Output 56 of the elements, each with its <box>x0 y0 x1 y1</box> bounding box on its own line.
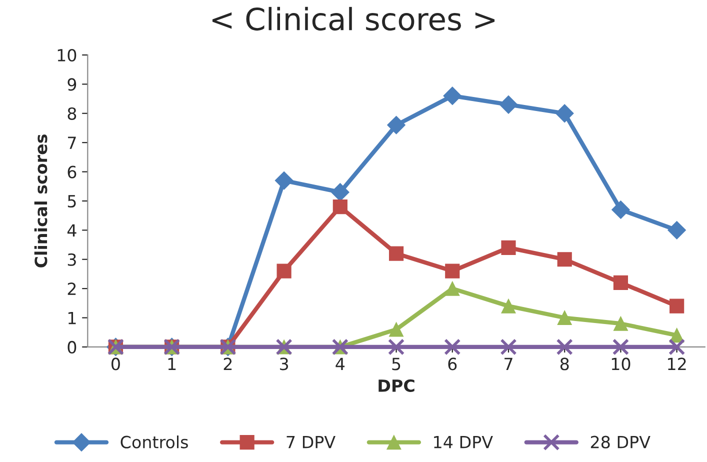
x-tick-label: 2 <box>224 358 232 370</box>
x-tick-label: 0 <box>112 358 120 370</box>
point <box>276 264 292 278</box>
point <box>500 338 517 356</box>
y-axis-title: Clinical scores <box>34 134 48 268</box>
point <box>501 240 516 255</box>
point <box>388 322 404 337</box>
point <box>445 264 460 278</box>
legend-label: 14 DPV <box>434 436 493 448</box>
legend-label: 28 DPV <box>590 436 650 448</box>
point <box>668 338 686 356</box>
x-tick-label: 1 <box>168 358 176 370</box>
point <box>612 200 630 219</box>
point <box>388 246 404 261</box>
point <box>499 95 518 114</box>
y-tick-label: 2 <box>68 282 76 295</box>
point <box>557 252 572 267</box>
x-tick-label: 4 <box>336 358 345 370</box>
y-tick-label: 0 <box>68 340 76 354</box>
chart-title: < Clinical scores > <box>212 6 495 31</box>
x-tick-label: 12 <box>668 358 686 370</box>
x-tick-label: 3 <box>280 358 288 370</box>
y-tick-label: 8 <box>68 107 76 120</box>
point <box>556 338 573 356</box>
y-tick-label: 7 <box>68 136 76 149</box>
x-tick-label: 8 <box>560 358 569 370</box>
point <box>330 183 350 202</box>
y-tick-label: 9 <box>68 78 76 91</box>
x-axis-title: DPC <box>378 379 414 392</box>
point <box>443 86 462 106</box>
x-tick-label: 6 <box>448 358 457 370</box>
point <box>612 338 630 356</box>
point <box>670 298 684 314</box>
point <box>668 220 686 240</box>
point <box>388 338 405 356</box>
point <box>445 281 460 296</box>
point <box>387 116 406 134</box>
point <box>613 275 628 290</box>
legend-label: Controls <box>120 435 188 448</box>
point <box>501 298 516 314</box>
x-tick-label: 5 <box>392 358 400 370</box>
point <box>444 338 461 356</box>
point <box>613 316 628 331</box>
x-tick-label: 10 <box>612 358 630 370</box>
legend-label: 7 DPV <box>286 436 336 448</box>
y-tick-label: 4 <box>67 224 76 236</box>
point <box>274 171 294 190</box>
point <box>555 104 574 123</box>
point <box>557 310 572 326</box>
y-tick-label: 3 <box>68 253 76 266</box>
y-tick-label: 6 <box>68 166 76 178</box>
y-tick-label: 10 <box>58 48 76 62</box>
x-tick-label: 7 <box>504 358 512 370</box>
point <box>332 200 348 214</box>
y-tick-label: 1 <box>68 312 76 324</box>
y-tick-label: 5 <box>68 195 76 208</box>
